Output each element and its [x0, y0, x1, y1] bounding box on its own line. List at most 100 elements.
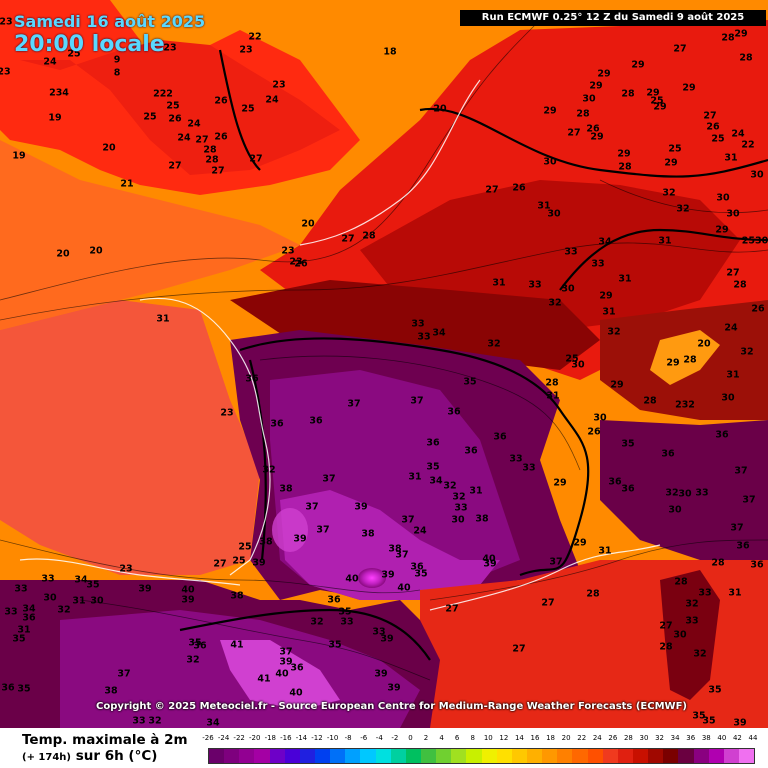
map-value-label: 33: [522, 462, 536, 474]
map-value-label: 40: [482, 553, 496, 565]
scale-tick-label: 40: [717, 734, 727, 742]
map-value-label: 30: [678, 488, 692, 500]
scale-swatch: [224, 749, 240, 763]
map-value-label: 25: [711, 133, 725, 145]
map-value-label: 33: [4, 606, 18, 618]
scale-swatch: [617, 749, 633, 763]
copyright-text: Copyright © 2025 Meteociel.fr - Source E…: [96, 701, 687, 712]
map-value-label: 29: [597, 68, 611, 80]
map-value-label: 34: [206, 717, 220, 729]
map-value-label: 36: [309, 415, 323, 427]
map-value-label: 30: [561, 283, 575, 295]
map-value-label: 34: [432, 327, 446, 339]
scale-swatch: [632, 749, 649, 763]
map-value-label: 37: [734, 465, 748, 477]
map-value-label: 32: [548, 297, 562, 309]
scale-tick-label: 38: [701, 734, 711, 742]
scale-swatch: [481, 749, 497, 763]
map-value-label: 30: [451, 514, 465, 526]
scale-swatch: [239, 749, 255, 763]
map-value-label: 31: [724, 152, 738, 164]
map-value-label: 35: [188, 637, 202, 649]
map-value-label: 36: [270, 418, 284, 430]
map-value-label: 31: [726, 369, 740, 381]
map-value-label: 33: [695, 487, 709, 499]
map-value-label: 34: [598, 236, 612, 248]
map-value-label: 27: [211, 165, 225, 177]
scale-swatch: [405, 749, 421, 763]
scale-swatch: [602, 749, 618, 763]
scale-tick-label: -14: [295, 734, 308, 742]
map-value-label: 35: [621, 438, 635, 450]
map-value-label: 27: [659, 620, 673, 632]
map-value-label: 31: [537, 200, 551, 212]
map-value-label: 29: [646, 87, 660, 99]
map-value-label: 32: [262, 464, 276, 476]
map-value-label: 24: [724, 322, 738, 334]
map-value-label: 32: [685, 598, 699, 610]
map-value-label: 31: [728, 587, 742, 599]
map-value-label: 33: [698, 587, 712, 599]
forecast-date: Samedi 16 août 2025: [14, 12, 206, 31]
scale-tick-label: -26: [202, 734, 214, 742]
map-value-label: 35: [86, 579, 100, 591]
map-value-label: 26: [168, 113, 182, 125]
france-north-darkred: [230, 280, 600, 370]
corsica-sardinia: [660, 570, 720, 700]
map-value-label: 24: [43, 56, 57, 68]
map-value-label: 33: [509, 453, 523, 465]
scale-swatch: [284, 749, 300, 763]
scale-swatch: [708, 749, 724, 763]
map-value-label: 32: [57, 604, 71, 616]
map-value-label: 29: [666, 357, 680, 369]
map-value-label: 39: [252, 557, 266, 569]
map-value-label: 30: [90, 595, 104, 607]
map-value-label: 26: [512, 182, 526, 194]
map-value-label: 33: [417, 331, 431, 343]
alps-cold: [650, 330, 720, 385]
map-value-label: 38: [279, 483, 293, 495]
scale-tick-label: -24: [217, 734, 230, 742]
map-value-label: 26: [706, 121, 720, 133]
map-value-label: 27: [168, 160, 182, 172]
map-value-label: 25: [232, 555, 246, 567]
map-value-label: 23: [281, 245, 295, 257]
map-value-label: 26: [294, 258, 308, 270]
map-value-label: 36: [290, 662, 304, 674]
scale-tick-label: 30: [639, 734, 649, 742]
map-value-label: 32: [676, 203, 690, 215]
map-value-label: 25: [565, 353, 579, 365]
scale-swatch: [299, 749, 315, 763]
scale-swatch: [648, 749, 664, 763]
map-value-label: 32: [693, 648, 707, 660]
map-value-label: 35: [17, 683, 31, 695]
scale-tick-label: 36: [686, 734, 696, 742]
map-value-label: 222: [153, 88, 173, 100]
map-value-label: 33: [372, 626, 386, 638]
map-value-label: 36: [621, 483, 635, 495]
france-extreme-zone: [280, 490, 500, 600]
map-value-label: 28: [721, 32, 735, 44]
map-value-label: 40: [289, 687, 303, 699]
map-value-label: 30: [716, 192, 730, 204]
map-value-label: 25: [166, 100, 180, 112]
scale-swatch: [345, 749, 361, 763]
map-value-label: 31: [408, 471, 422, 483]
map-value-label: 38: [475, 513, 489, 525]
map-value-label: 33: [564, 246, 578, 258]
map-value-label: 39: [374, 668, 388, 680]
map-value-label: 29: [664, 157, 678, 169]
scale-tick-label: -18: [264, 734, 276, 742]
map-value-label: 22: [741, 139, 755, 151]
map-value-label: 39: [138, 583, 152, 595]
scale-swatch: [557, 749, 573, 763]
map-value-label: 28: [586, 588, 600, 600]
map-value-label: 27: [341, 233, 355, 245]
map-value-label: 32: [740, 346, 754, 358]
legend-lead-time: (+ 174h): [22, 752, 71, 763]
map-value-label: 32: [443, 480, 457, 492]
map-value-label: 33: [411, 318, 425, 330]
map-value-label: 37: [279, 646, 293, 658]
map-value-label: 29: [610, 379, 624, 391]
map-value-label: 37: [395, 549, 409, 561]
